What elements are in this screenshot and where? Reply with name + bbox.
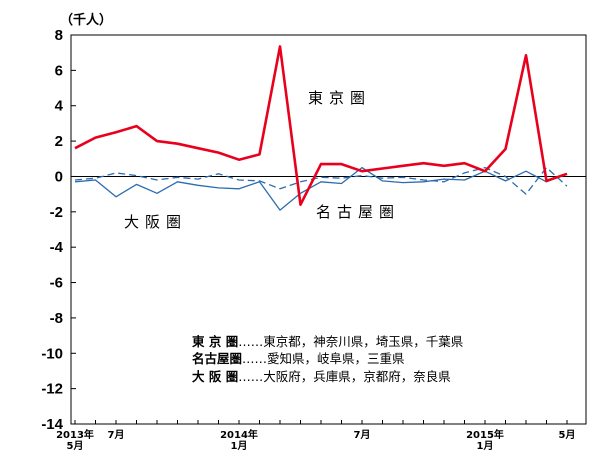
y-tick-label: 6 <box>55 62 63 79</box>
legend-dots-tokyo: …… <box>238 334 263 349</box>
y-tick-label: 4 <box>55 98 64 115</box>
x-tick-label: 2013年 <box>56 428 94 441</box>
x-tick-label: 1月 <box>231 440 248 452</box>
x-tick-label: 7月 <box>108 429 125 441</box>
series-line-nagoya <box>74 166 568 195</box>
legend-key-nagoya: 名古屋圏 <box>192 351 242 366</box>
annotation-nagoya: 名古屋圏 <box>316 203 400 221</box>
legend-entry-tokyo: 東 京 圏……東京都，神奈川県，埼玉県，千葉県 <box>192 334 463 349</box>
x-tick-label: 5月 <box>559 429 576 441</box>
y-tick-label: -2 <box>50 204 63 221</box>
annotation-osaka: 大阪圏 <box>124 213 187 231</box>
y-tick-label: -4 <box>50 239 64 256</box>
legend-dots-nagoya: …… <box>242 351 267 366</box>
legend-key-tokyo: 東 京 圏 <box>192 334 238 349</box>
plot-frame <box>70 34 587 425</box>
legend-text-osaka: 大阪府，兵庫県，京都府，奈良県 <box>263 369 451 384</box>
x-tick-label: 1月 <box>477 440 494 452</box>
legend-entry-nagoya: 名古屋圏……愛知県，岐阜県，三重県 <box>192 351 405 366</box>
annotation-tokyo: 東京圏 <box>308 89 371 107</box>
y-tick-label: 8 <box>55 27 63 44</box>
y-tick-label: -8 <box>50 310 63 327</box>
y-tick-label: 2 <box>55 133 63 150</box>
y-tick-label: -6 <box>50 275 63 292</box>
legend-text-tokyo: 東京都，神奈川県，埼玉県，千葉県 <box>263 334 463 349</box>
x-tick-label: 2014年 <box>220 428 258 441</box>
x-tick-label: 5月 <box>67 440 84 452</box>
y-axis-unit-label: （千人） <box>60 12 112 28</box>
legend: 東 京 圏……東京都，神奈川県，埼玉県，千葉県 名古屋圏……愛知県，岐阜県，三重… <box>192 334 463 384</box>
y-tick-label: -10 <box>41 345 63 362</box>
series-layer <box>74 45 568 211</box>
legend-text-nagoya: 愛知県，岐阜県，三重県 <box>267 351 405 366</box>
legend-dots-osaka: …… <box>238 369 263 384</box>
legend-entry-osaka: 大 阪 圏……大阪府，兵庫県，京都府，奈良県 <box>192 369 451 384</box>
y-tick-label: 0 <box>55 168 63 185</box>
series-line-tokyo <box>74 45 568 206</box>
x-tick-label: 7月 <box>354 429 371 441</box>
x-tick-label: 2015年 <box>466 428 504 441</box>
y-tick-label: -12 <box>41 381 63 398</box>
legend-key-osaka: 大 阪 圏 <box>192 369 238 384</box>
y-tick-label: -14 <box>41 416 63 433</box>
